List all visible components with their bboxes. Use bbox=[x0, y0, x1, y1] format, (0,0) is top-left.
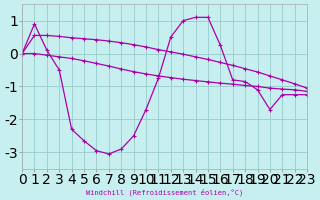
X-axis label: Windchill (Refroidissement éolien,°C): Windchill (Refroidissement éolien,°C) bbox=[86, 188, 243, 196]
